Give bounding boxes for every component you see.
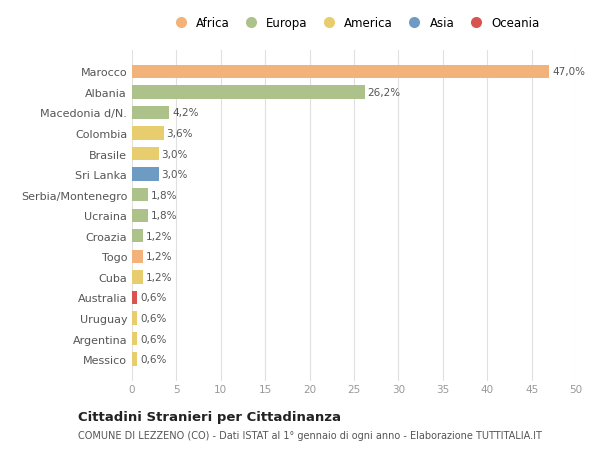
Bar — [132, 250, 143, 263]
Text: 1,8%: 1,8% — [151, 190, 177, 200]
Bar — [132, 291, 137, 304]
Bar — [132, 332, 137, 346]
Text: COMUNE DI LEZZENO (CO) - Dati ISTAT al 1° gennaio di ogni anno - Elaborazione TU: COMUNE DI LEZZENO (CO) - Dati ISTAT al 1… — [78, 431, 542, 440]
Bar — [132, 189, 148, 202]
Bar — [132, 353, 137, 366]
Text: 3,0%: 3,0% — [161, 170, 188, 180]
Text: 4,2%: 4,2% — [172, 108, 199, 118]
Text: 0,6%: 0,6% — [140, 293, 166, 303]
Text: 1,2%: 1,2% — [145, 231, 172, 241]
Bar — [132, 106, 169, 120]
Bar — [132, 209, 148, 223]
Text: 3,0%: 3,0% — [161, 149, 188, 159]
Bar — [132, 230, 143, 243]
Bar — [132, 86, 365, 99]
Text: 0,6%: 0,6% — [140, 313, 166, 323]
Bar — [132, 66, 550, 79]
Bar — [132, 312, 137, 325]
Text: 0,6%: 0,6% — [140, 354, 166, 364]
Text: 1,2%: 1,2% — [145, 252, 172, 262]
Text: 3,6%: 3,6% — [167, 129, 193, 139]
Text: 1,2%: 1,2% — [145, 272, 172, 282]
Text: 26,2%: 26,2% — [367, 88, 400, 98]
Text: 0,6%: 0,6% — [140, 334, 166, 344]
Bar — [132, 271, 143, 284]
Text: 47,0%: 47,0% — [552, 67, 585, 77]
Bar — [132, 127, 164, 140]
Bar — [132, 147, 158, 161]
Legend: Africa, Europa, America, Asia, Oceania: Africa, Europa, America, Asia, Oceania — [169, 17, 539, 30]
Text: 1,8%: 1,8% — [151, 211, 177, 221]
Text: Cittadini Stranieri per Cittadinanza: Cittadini Stranieri per Cittadinanza — [78, 410, 341, 423]
Bar — [132, 168, 158, 181]
